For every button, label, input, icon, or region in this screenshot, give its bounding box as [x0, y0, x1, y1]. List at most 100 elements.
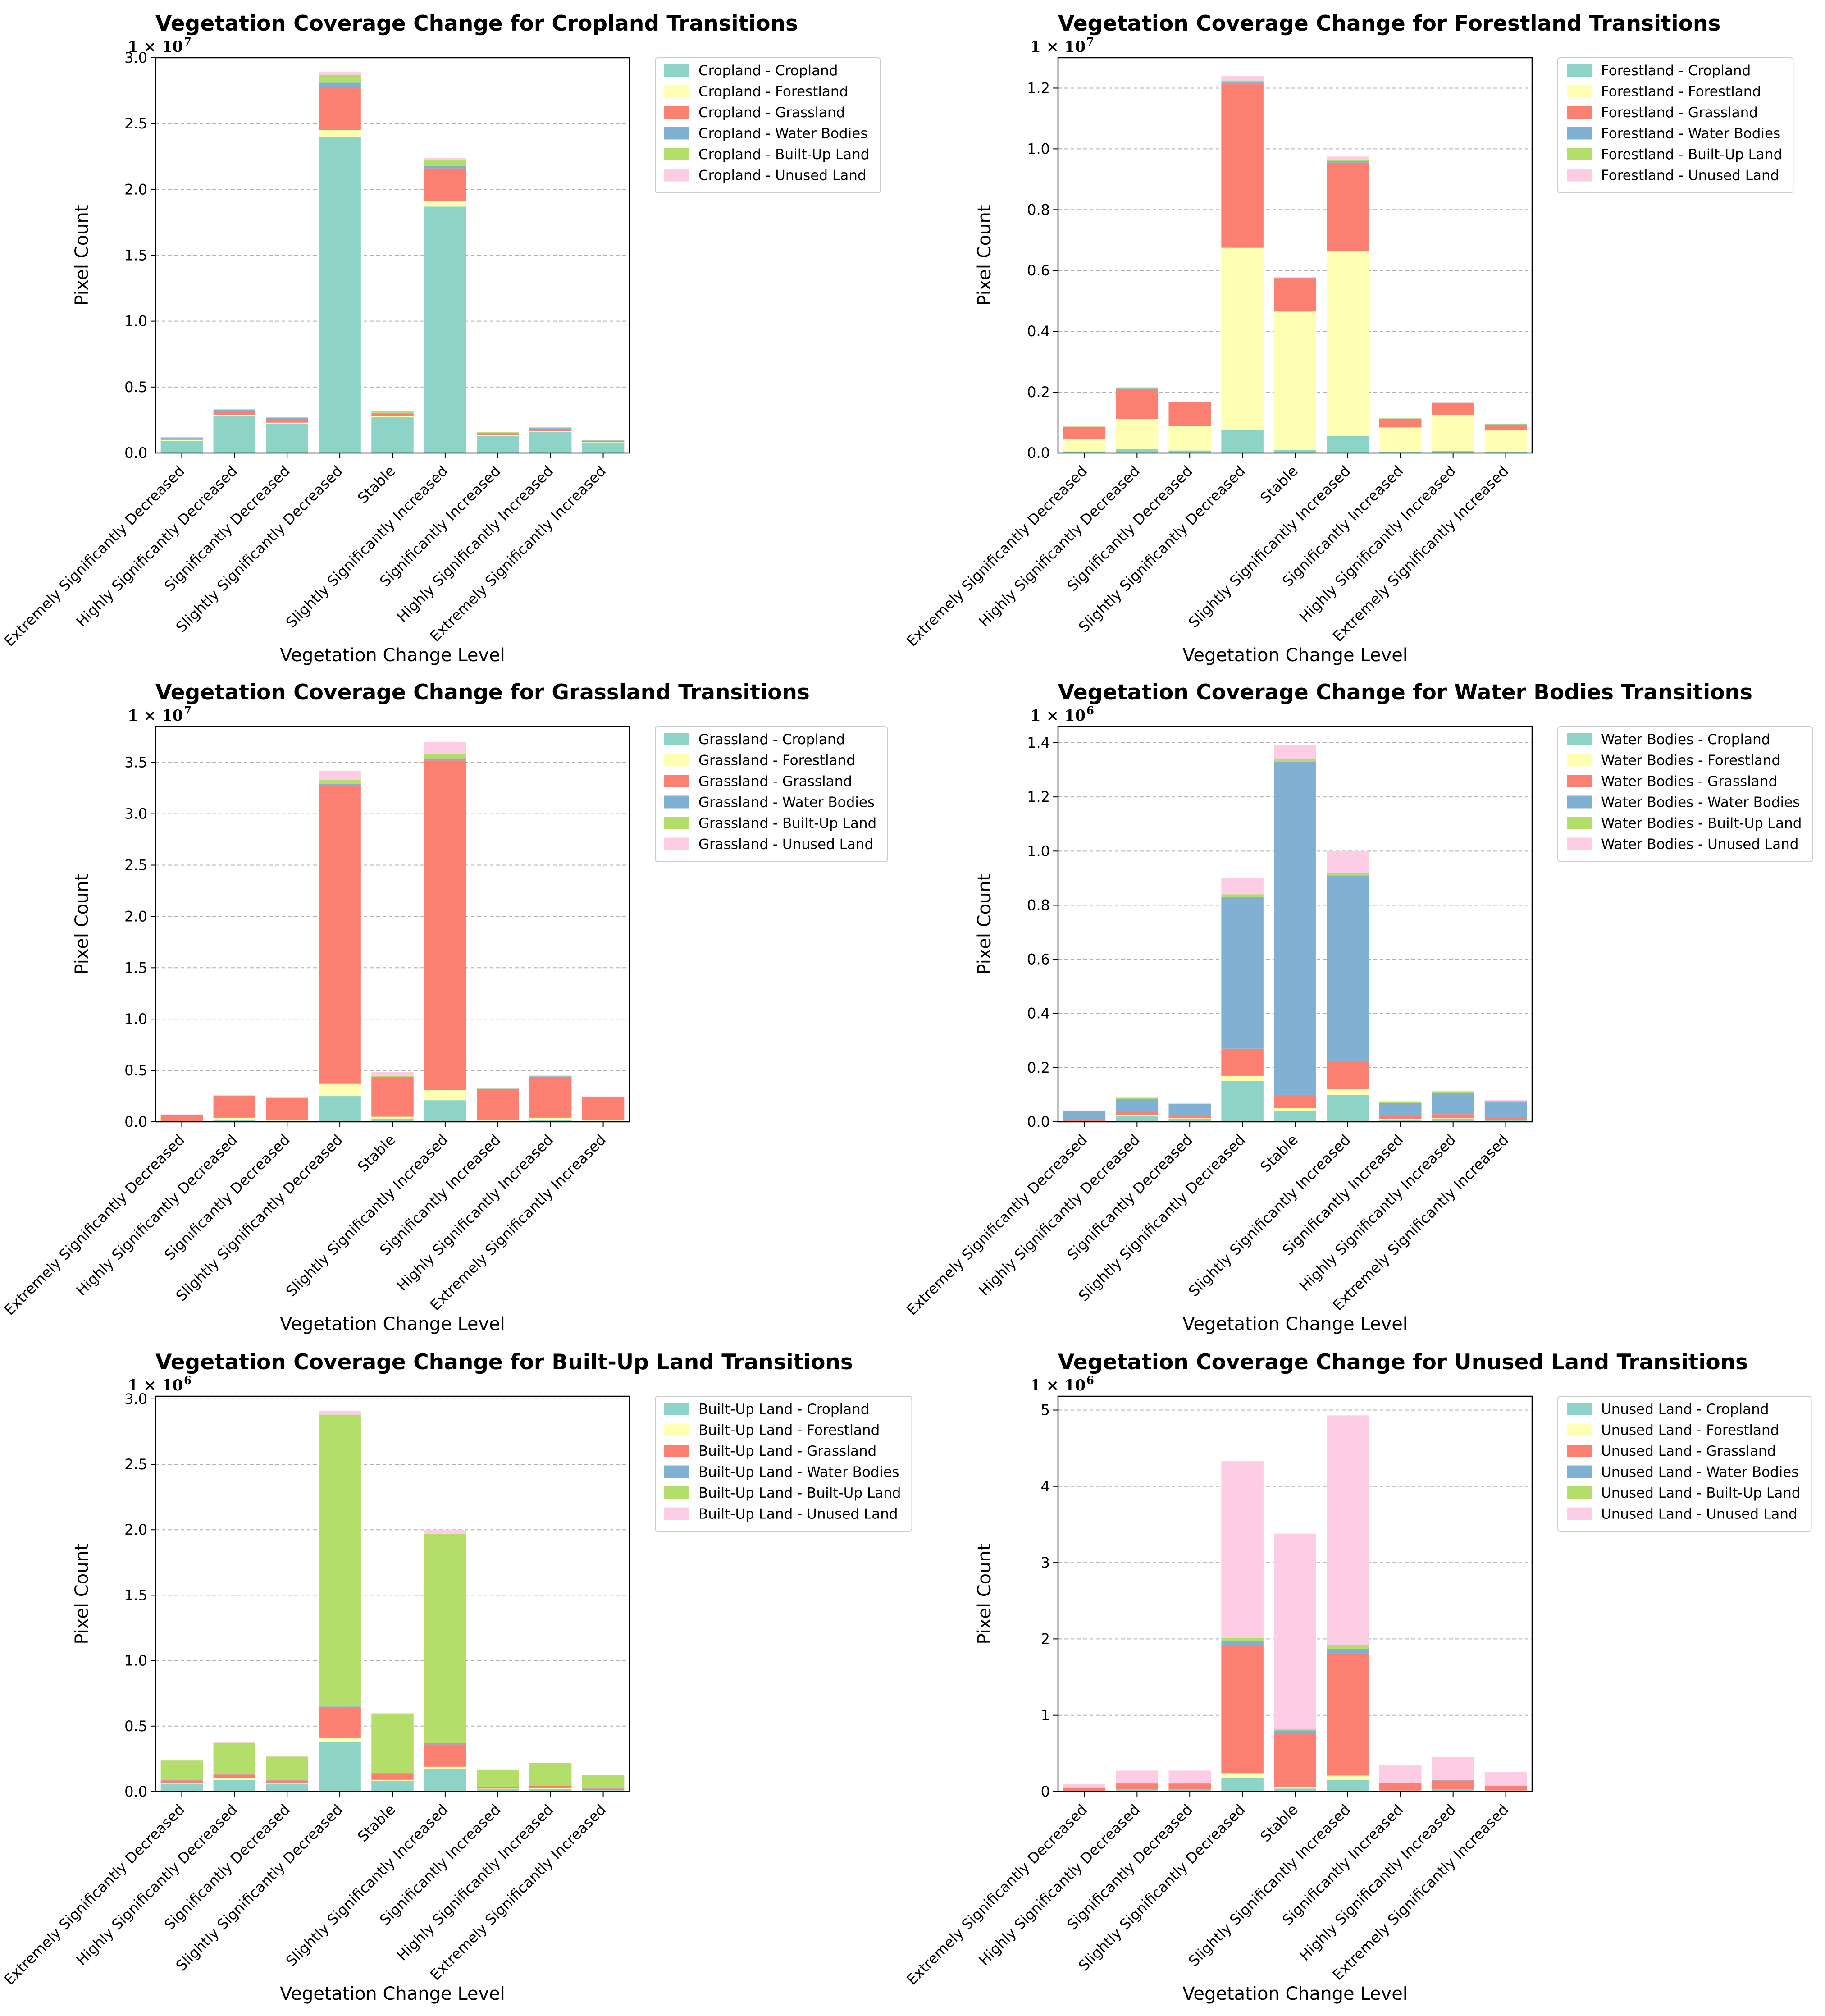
chart-panel-2: Vegetation Coverage Change for Forestlan… — [903, 11, 1793, 666]
bar-segment — [1327, 436, 1369, 453]
bar-segment — [1116, 387, 1159, 388]
bar-segment — [371, 413, 414, 416]
y-tick-label: 1.0 — [124, 1652, 147, 1669]
x-tick-label: Extremely Significantly Decreased — [903, 1801, 1090, 1989]
legend-swatch — [1567, 754, 1592, 767]
bar-segment — [1274, 1111, 1316, 1122]
bar-segment — [1116, 1116, 1159, 1122]
bar-segment — [424, 754, 466, 759]
chart-title: Vegetation Coverage Change for Unused La… — [1058, 1350, 1748, 1375]
legend-label: Forestland - Unused Land — [1601, 168, 1779, 184]
y-tick-label: 0.4 — [1027, 323, 1050, 340]
legend-swatch — [664, 1424, 689, 1436]
legend-label: Cropland - Water Bodies — [698, 126, 867, 142]
x-tick-label: Extremely Significantly Decreased — [0, 1131, 188, 1319]
y-tick-label: 0.0 — [124, 444, 147, 462]
y-tick-label: 0.4 — [1027, 1005, 1050, 1022]
bar-segment — [1327, 1415, 1369, 1645]
bar-segment — [319, 784, 361, 786]
bar-segment — [1168, 1770, 1211, 1783]
bar-segment — [161, 1780, 203, 1783]
bar-segment — [1274, 1095, 1316, 1108]
bar-segment — [424, 158, 466, 160]
y-tick-label: 1.4 — [1027, 734, 1050, 751]
bar-segment — [1327, 161, 1369, 162]
legend-swatch — [1567, 169, 1592, 182]
bar-segment — [1274, 1729, 1316, 1730]
legend-label: Built-Up Land - Water Bodies — [698, 1464, 899, 1481]
bar-segment — [161, 1780, 203, 1781]
bar-segment — [214, 415, 256, 416]
y-tick-label: 2.5 — [124, 115, 147, 132]
legend-swatch — [664, 838, 689, 850]
x-axis-label: Vegetation Change Level — [280, 1314, 505, 1335]
bar-segment — [1274, 1787, 1316, 1788]
y-tick-label: 1.2 — [1027, 79, 1050, 96]
bar-segment — [1168, 1116, 1211, 1118]
bar-segment — [1485, 1102, 1527, 1118]
legend-swatch — [664, 775, 689, 787]
y-axis-label: Pixel Count — [974, 1543, 995, 1644]
bar-segment — [582, 1788, 625, 1790]
legend-swatch — [1567, 1403, 1592, 1415]
x-tick-label: Stable — [1257, 1131, 1301, 1176]
axis-offset-exponent: 6 — [184, 1374, 192, 1387]
legend-swatch — [1567, 127, 1592, 140]
bar-segment — [529, 1118, 572, 1120]
bar-segment — [319, 786, 361, 1084]
y-tick-label: 2.5 — [124, 1456, 147, 1473]
legend-swatch — [664, 733, 689, 745]
bar-segment — [1379, 1119, 1422, 1120]
legend-swatch — [1567, 85, 1592, 98]
bar-segment — [424, 1100, 466, 1122]
bar-segment — [1063, 439, 1106, 452]
legend-label: Cropland - Built-Up Land — [698, 146, 869, 163]
y-tick-label: 2 — [1041, 1630, 1050, 1647]
bar-segment — [1116, 1770, 1159, 1783]
bar-segment — [424, 160, 466, 166]
bar-segment — [1379, 419, 1422, 427]
legend-swatch — [1567, 1508, 1592, 1520]
bar-segment — [161, 440, 203, 441]
legend-label: Built-Up Land - Cropland — [698, 1401, 869, 1417]
bar-segment — [582, 440, 625, 441]
bar-segment — [161, 439, 203, 440]
legend-label: Water Bodies - Built-Up Land — [1601, 815, 1802, 832]
bar-segment — [1221, 1049, 1264, 1076]
bar-segment — [214, 411, 256, 415]
bar-segment — [424, 166, 466, 169]
bar-segment — [371, 1780, 414, 1781]
y-tick-label: 3.0 — [124, 805, 147, 823]
bar-segment — [1432, 403, 1474, 415]
bar-segment — [1327, 1775, 1369, 1780]
legend: Built-Up Land - Cropland Built-Up Land - … — [655, 1396, 912, 1531]
bar-segment — [1274, 745, 1316, 759]
bar-segment — [1327, 1649, 1369, 1653]
bar-segment — [1116, 388, 1159, 389]
y-tick-label: 1.5 — [124, 1586, 147, 1604]
bar-segment — [424, 1767, 466, 1769]
bar-segment — [424, 1090, 466, 1100]
bar-segment — [1221, 1778, 1264, 1792]
legend-label: Cropland - Unused Land — [698, 168, 867, 184]
bar-segment — [1063, 426, 1106, 427]
bar-segment — [371, 416, 414, 417]
bar-segment — [319, 72, 361, 75]
bar-segment — [1274, 762, 1316, 1095]
bar-segment — [424, 1534, 466, 1743]
legend-swatch — [664, 796, 689, 809]
bar-segment — [1432, 1118, 1474, 1119]
bar-segment — [1221, 76, 1264, 80]
x-tick-label: Extremely Significantly Decreased — [0, 462, 188, 650]
legend-label: Cropland - Forestland — [698, 84, 848, 100]
bar-segment — [1063, 427, 1106, 439]
bar-segment — [161, 437, 203, 438]
x-tick-label: Extremely Significantly Decreased — [903, 1131, 1090, 1319]
bar-segment — [424, 1743, 466, 1745]
bar-segment — [529, 1077, 572, 1118]
y-tick-label: 4 — [1041, 1478, 1050, 1495]
bar-segment — [266, 1784, 308, 1792]
y-tick-label: 2.0 — [124, 181, 147, 198]
